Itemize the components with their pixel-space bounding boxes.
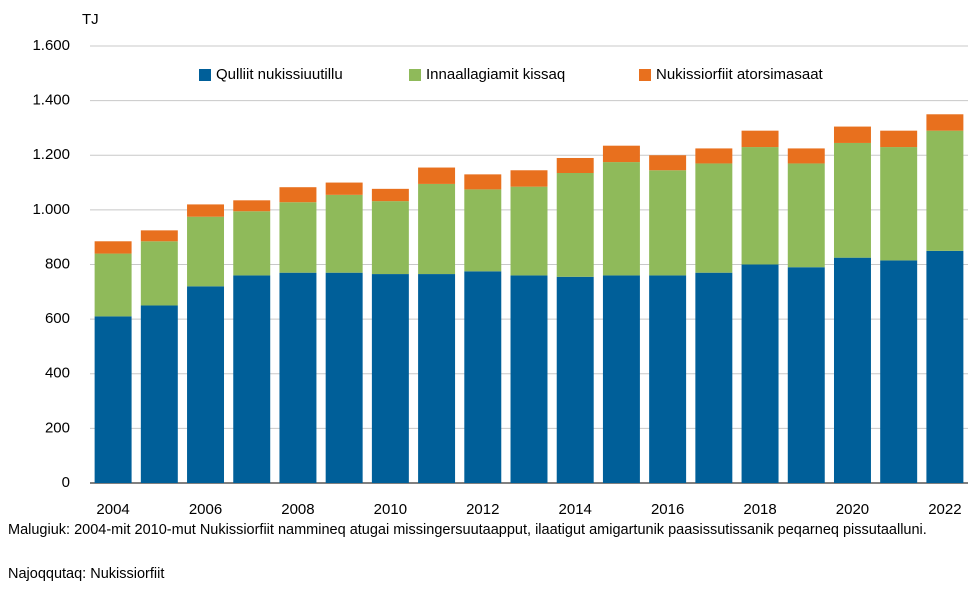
x-tick-label: 2008	[281, 501, 314, 515]
bar-segment	[418, 274, 456, 483]
bar-segment	[418, 167, 456, 184]
source: Najoqqutaq: Nukissiorfiit	[8, 566, 165, 582]
bar-segment	[556, 173, 594, 277]
bar-segment	[464, 271, 502, 483]
bar-segment	[741, 264, 779, 483]
y-tick-label: 200	[45, 419, 70, 436]
bar-segment	[602, 275, 640, 483]
bar-segment	[187, 204, 225, 217]
bar-segment	[926, 130, 964, 251]
note: Malugiuk: 2004-mit 2010-mut Nukissiorfii…	[8, 522, 927, 538]
bar-segment	[325, 194, 363, 273]
bar-segment	[833, 257, 871, 483]
bar-segment	[695, 272, 733, 483]
bar-segment	[94, 241, 132, 254]
bar-segment	[140, 230, 178, 242]
bar-segment	[649, 170, 687, 276]
bar-segment	[741, 147, 779, 265]
bar-segment	[233, 200, 271, 212]
bar-segment	[325, 182, 363, 195]
bar-segment	[279, 187, 317, 203]
bar-segment	[602, 145, 640, 163]
bar-segment	[464, 174, 502, 190]
bar-segment	[279, 272, 317, 483]
x-tick-label: 2014	[559, 501, 592, 515]
y-tick-label: 1.200	[32, 146, 70, 163]
x-tick-label: 2022	[928, 501, 961, 515]
y-axis-label: TJ	[82, 11, 99, 28]
bar-segment	[140, 305, 178, 483]
bar-segment	[880, 130, 918, 148]
bar-segment	[94, 316, 132, 483]
bar-segment	[233, 211, 271, 276]
bar-segment	[787, 267, 825, 483]
bar-segment	[94, 253, 132, 317]
bar-segment	[464, 189, 502, 272]
bar-segment	[787, 148, 825, 164]
bar-segment	[602, 162, 640, 276]
x-tick-label: 2016	[651, 501, 684, 515]
y-tick-label: 600	[45, 310, 70, 327]
legend-label: Innaallagiamit kissaq	[426, 66, 565, 83]
y-tick-label: 1.000	[32, 201, 70, 218]
bar-segment	[418, 183, 456, 275]
legend-swatch	[409, 69, 421, 81]
y-tick-label: 0	[62, 474, 70, 491]
x-tick-label: 2018	[743, 501, 776, 515]
bar-segment	[695, 163, 733, 273]
bar-segment	[187, 216, 225, 287]
bar-segment	[371, 188, 409, 202]
legend-label: Nukissiorfiit atorsimasaat	[656, 66, 824, 83]
bar-segment	[556, 157, 594, 174]
y-tick-label: 1.600	[32, 37, 70, 54]
bar-segment	[187, 286, 225, 483]
legend-label: Qulliit nukissiuutillu	[216, 66, 343, 83]
bar-segment	[926, 250, 964, 483]
bar-segment	[880, 260, 918, 483]
bar-segment	[741, 130, 779, 148]
bar-segment	[510, 186, 548, 276]
bar-segment	[695, 148, 733, 164]
chart: TJ 0 200 400 600 800 1.000 1.200 1.400 1.600 2004…	[32, 11, 968, 515]
x-tick-label: 2012	[466, 501, 499, 515]
bar-segment	[371, 274, 409, 483]
bar-segment	[833, 142, 871, 258]
bar-segment	[510, 170, 548, 187]
bar-segment	[649, 155, 687, 171]
y-tick-label: 800	[45, 255, 70, 272]
y-tick-label: 1.400	[32, 92, 70, 109]
bar-segment	[325, 272, 363, 483]
x-tick-label: 2010	[374, 501, 407, 515]
bar-segment	[556, 276, 594, 483]
x-tick-label: 2006	[189, 501, 222, 515]
bar-segment	[926, 114, 964, 131]
x-tick-label: 2020	[836, 501, 869, 515]
bar-segment	[140, 241, 178, 306]
bar-segment	[833, 126, 871, 143]
bar-segment	[510, 275, 548, 483]
y-tick-label: 400	[45, 365, 70, 382]
bar-segment	[880, 147, 918, 261]
x-tick-label: 2004	[96, 501, 129, 515]
bar-segment	[371, 201, 409, 275]
bar-segment	[649, 275, 687, 483]
bar-segment	[279, 202, 317, 273]
bar-segment	[787, 163, 825, 268]
bar-segment	[233, 275, 271, 483]
legend-swatch	[639, 69, 651, 81]
legend-swatch	[199, 69, 211, 81]
